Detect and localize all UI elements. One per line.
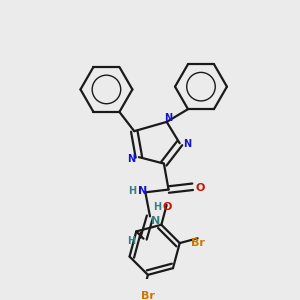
Text: Br: Br — [191, 238, 205, 248]
Text: N: N — [183, 139, 191, 149]
Text: H: H — [128, 236, 136, 247]
Text: H: H — [128, 186, 136, 197]
Text: Br: Br — [141, 292, 155, 300]
Text: H: H — [153, 202, 161, 212]
Text: N: N — [164, 113, 172, 123]
Text: O: O — [195, 183, 205, 193]
Text: N: N — [138, 186, 147, 197]
Text: O: O — [163, 202, 172, 212]
Text: N: N — [128, 154, 136, 164]
Text: N: N — [151, 216, 160, 226]
